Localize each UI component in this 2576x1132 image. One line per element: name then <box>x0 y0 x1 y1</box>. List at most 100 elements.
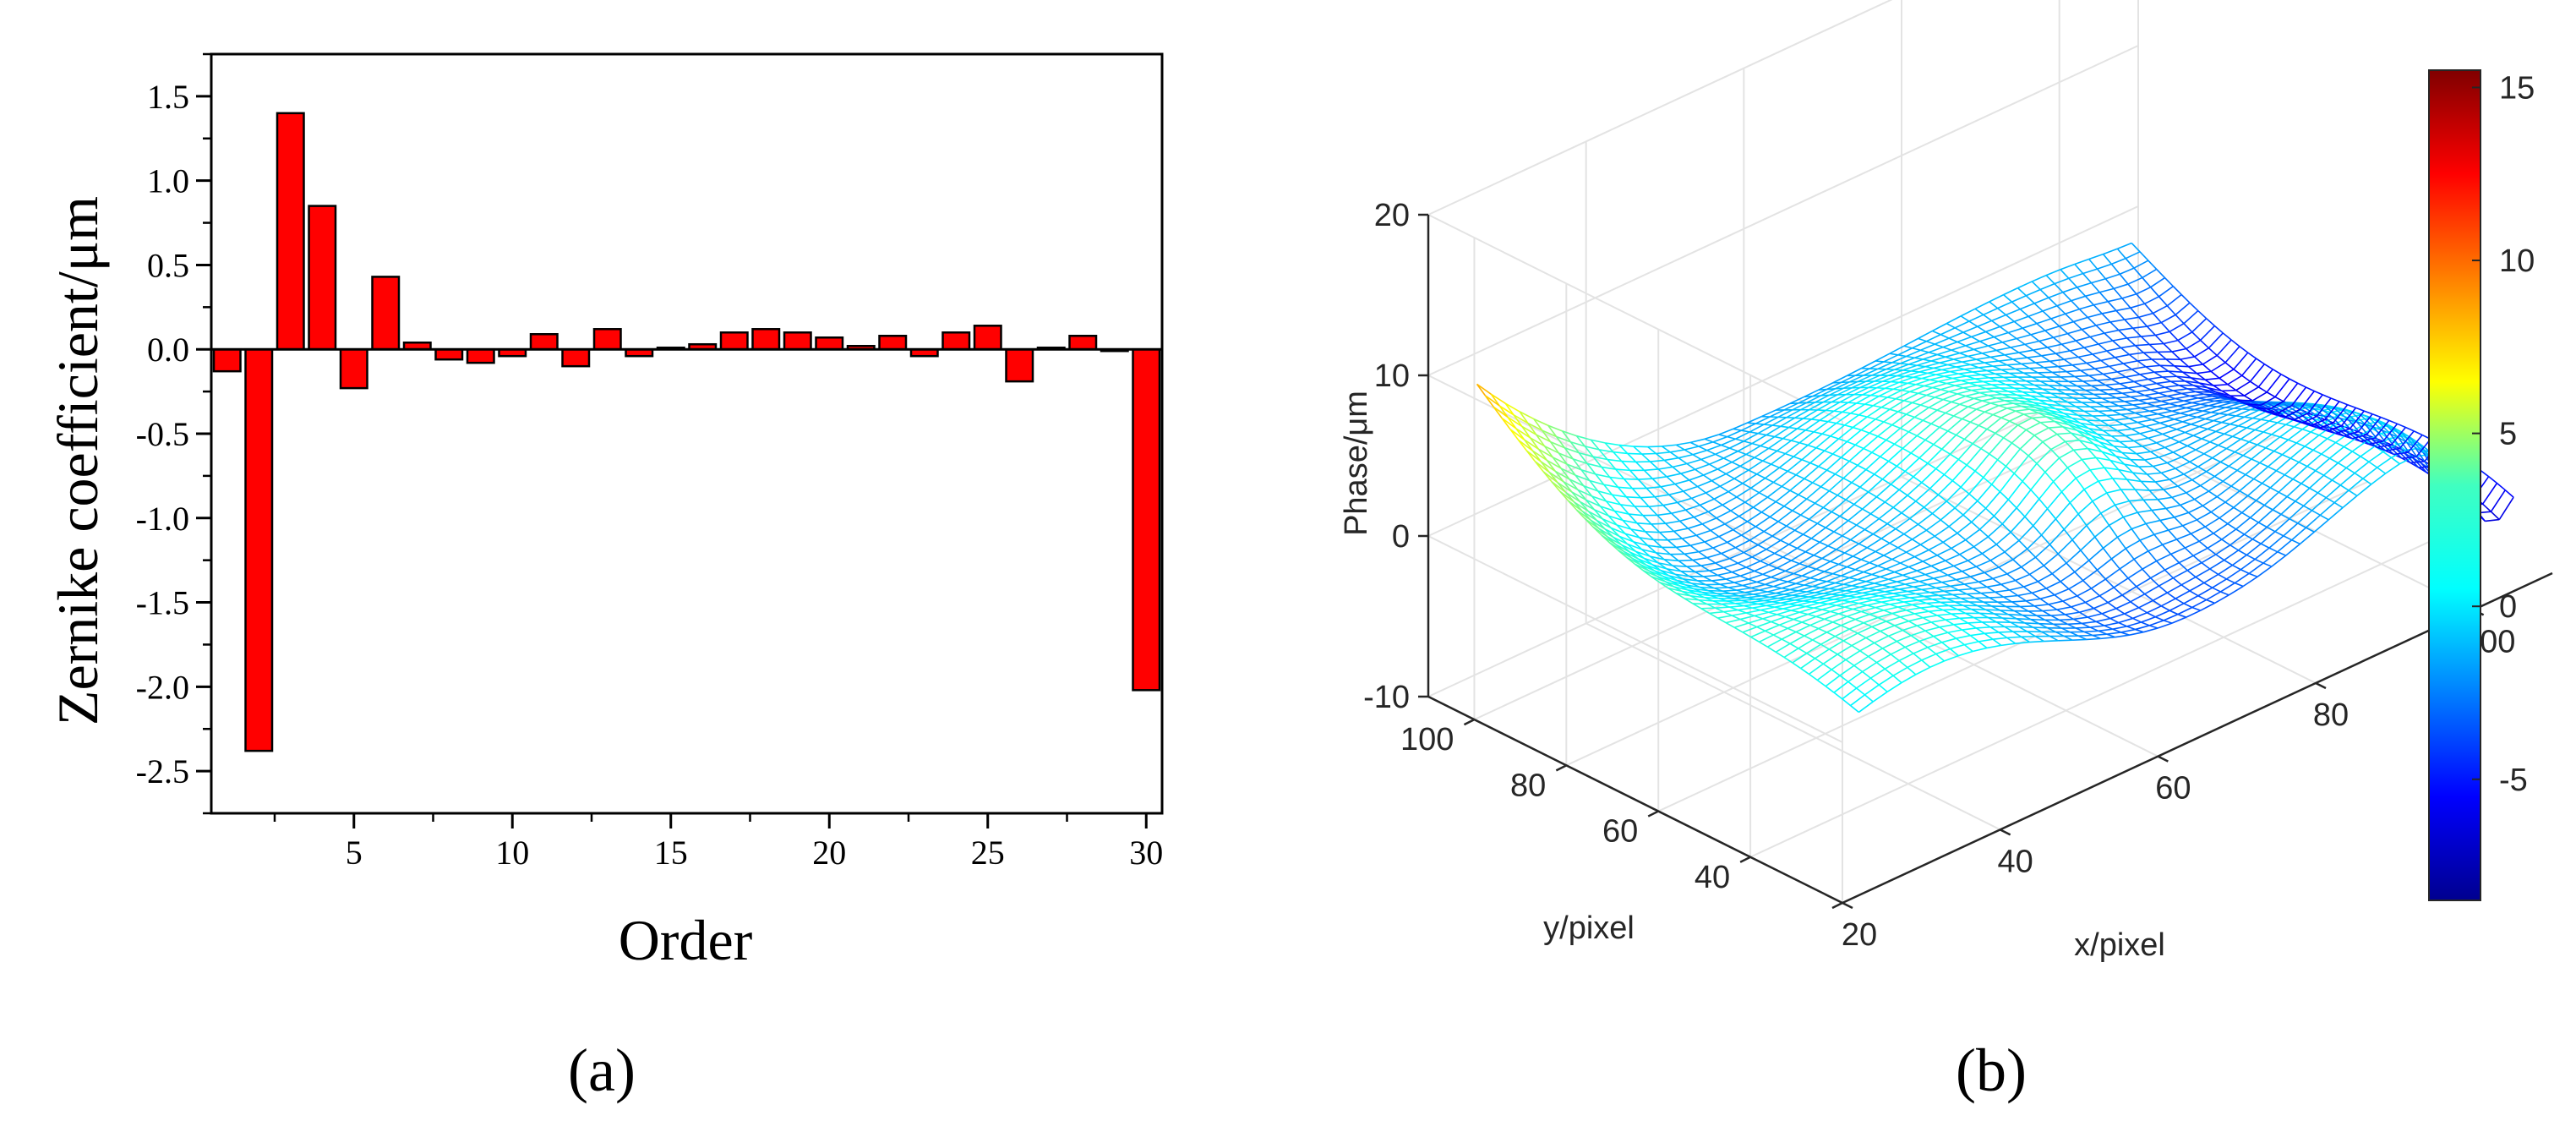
mesh-segment <box>1668 494 1678 503</box>
mesh-segment <box>2118 404 2133 407</box>
mesh-segment <box>2013 320 2023 329</box>
mesh-segment <box>1889 601 1904 605</box>
mesh-segment <box>2251 447 2267 460</box>
mesh-segment <box>1872 396 1888 407</box>
mesh-segment <box>1704 438 1714 443</box>
mesh-segment <box>1854 432 1870 446</box>
mesh-segment <box>1981 544 1997 555</box>
mesh-segment <box>1679 520 1689 529</box>
mesh-segment <box>2272 509 2282 516</box>
mesh-segment <box>2003 294 2013 303</box>
mesh-segment <box>1696 593 1711 597</box>
mesh-segment <box>1715 453 1724 459</box>
mesh-segment <box>1841 457 1850 462</box>
mesh-segment <box>2109 319 2125 323</box>
mesh-segment <box>2110 378 2120 385</box>
mesh-segment <box>1611 494 1621 506</box>
mesh-segment <box>1619 504 1629 515</box>
mesh-segment <box>1999 491 2009 500</box>
mesh-segment <box>2149 489 2164 491</box>
mesh-segment <box>1665 522 1675 532</box>
mesh-segment <box>2192 435 2202 440</box>
mesh-segment <box>1656 514 1667 524</box>
mesh-segment <box>1894 620 1909 626</box>
mesh-segment <box>1813 555 1823 560</box>
mesh-segment <box>1828 489 1838 496</box>
mesh-segment <box>2183 466 2199 475</box>
bar <box>308 205 337 351</box>
mesh-segment <box>2015 410 2024 415</box>
mesh-segment <box>1851 380 1867 389</box>
mesh-segment <box>2273 450 2283 456</box>
mesh-segment <box>1700 562 1716 566</box>
mesh-segment <box>2250 403 2265 411</box>
mesh-segment <box>2257 444 2267 449</box>
mesh-segment <box>1599 506 1609 517</box>
mesh-segment <box>1866 547 1876 553</box>
mesh-segment <box>2135 410 2150 414</box>
mesh-segment <box>2388 438 2399 446</box>
mesh-segment <box>1532 450 1547 462</box>
mesh-segment <box>1874 635 1889 644</box>
mesh-segment <box>1825 516 1841 528</box>
mesh-segment <box>1930 412 1946 424</box>
mesh-segment <box>1742 626 1758 633</box>
mesh-segment <box>2060 343 2071 352</box>
mesh-segment <box>1695 534 1706 543</box>
mesh-segment <box>2136 293 2146 304</box>
mesh-segment <box>1941 642 1951 650</box>
mesh-segment <box>1835 473 1844 479</box>
mesh-segment <box>2043 367 2053 374</box>
mesh-segment <box>1847 592 1863 597</box>
mesh-segment <box>1971 507 1987 523</box>
mesh-segment <box>2100 359 2110 368</box>
mesh-segment <box>2208 480 2224 492</box>
mesh-segment <box>1826 632 1836 637</box>
mesh-segment <box>2059 396 2074 399</box>
mesh-segment <box>2100 512 2110 526</box>
mesh-segment <box>1888 635 1897 643</box>
mesh-segment <box>2033 626 2042 632</box>
mesh-segment <box>1918 444 1935 459</box>
mesh-segment <box>1906 413 1915 418</box>
mesh-segment <box>2169 331 2179 342</box>
mesh-segment <box>2151 418 2161 424</box>
mesh-segment <box>1659 532 1669 541</box>
mesh-segment <box>1657 468 1667 478</box>
colorbar-tick-label: 15 <box>2499 70 2535 106</box>
mesh-segment <box>1939 565 1954 571</box>
mesh-segment <box>1745 445 1761 456</box>
mesh-segment <box>2402 456 2417 459</box>
mesh-segment <box>2153 529 2169 536</box>
mesh-segment <box>2164 277 2174 287</box>
mesh-segment <box>2025 295 2035 304</box>
mesh-segment <box>1915 488 1931 502</box>
mesh-segment <box>2282 454 2291 459</box>
mesh-segment <box>2102 396 2117 399</box>
mesh-segment <box>1951 349 1961 354</box>
mesh-segment <box>2283 535 2293 541</box>
mesh-segment <box>2088 447 2103 453</box>
mesh-segment <box>1768 556 1784 566</box>
mesh-segment <box>2059 449 2074 459</box>
mesh-segment <box>2071 417 2088 421</box>
mesh-segment <box>2200 325 2216 341</box>
mesh-segment <box>1801 615 1817 623</box>
mesh-segment <box>2168 425 2177 430</box>
mesh-segment <box>2132 617 2142 623</box>
mesh-segment <box>2077 500 2093 515</box>
mesh-segment <box>2139 533 2155 541</box>
mesh-segment <box>2050 615 2060 621</box>
mesh-segment <box>2153 425 2169 431</box>
mesh-segment <box>2209 433 2225 443</box>
mesh-segment <box>1733 597 1748 599</box>
mesh-segment <box>2089 336 2099 345</box>
mesh-segment <box>2065 440 2075 451</box>
mesh-segment <box>1812 581 1827 588</box>
mesh-segment <box>1588 511 1603 520</box>
mesh-segment <box>1527 423 1537 435</box>
mesh-segment <box>1847 520 1858 526</box>
mesh-segment <box>1922 409 1938 421</box>
mesh-segment <box>2041 355 2050 362</box>
mesh-segment <box>1524 439 1539 450</box>
